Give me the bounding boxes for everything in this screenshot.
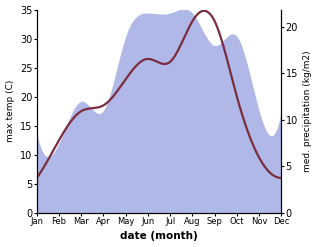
- Y-axis label: max temp (C): max temp (C): [5, 80, 15, 142]
- Y-axis label: med. precipitation (kg/m2): med. precipitation (kg/m2): [303, 50, 313, 172]
- X-axis label: date (month): date (month): [120, 231, 198, 242]
